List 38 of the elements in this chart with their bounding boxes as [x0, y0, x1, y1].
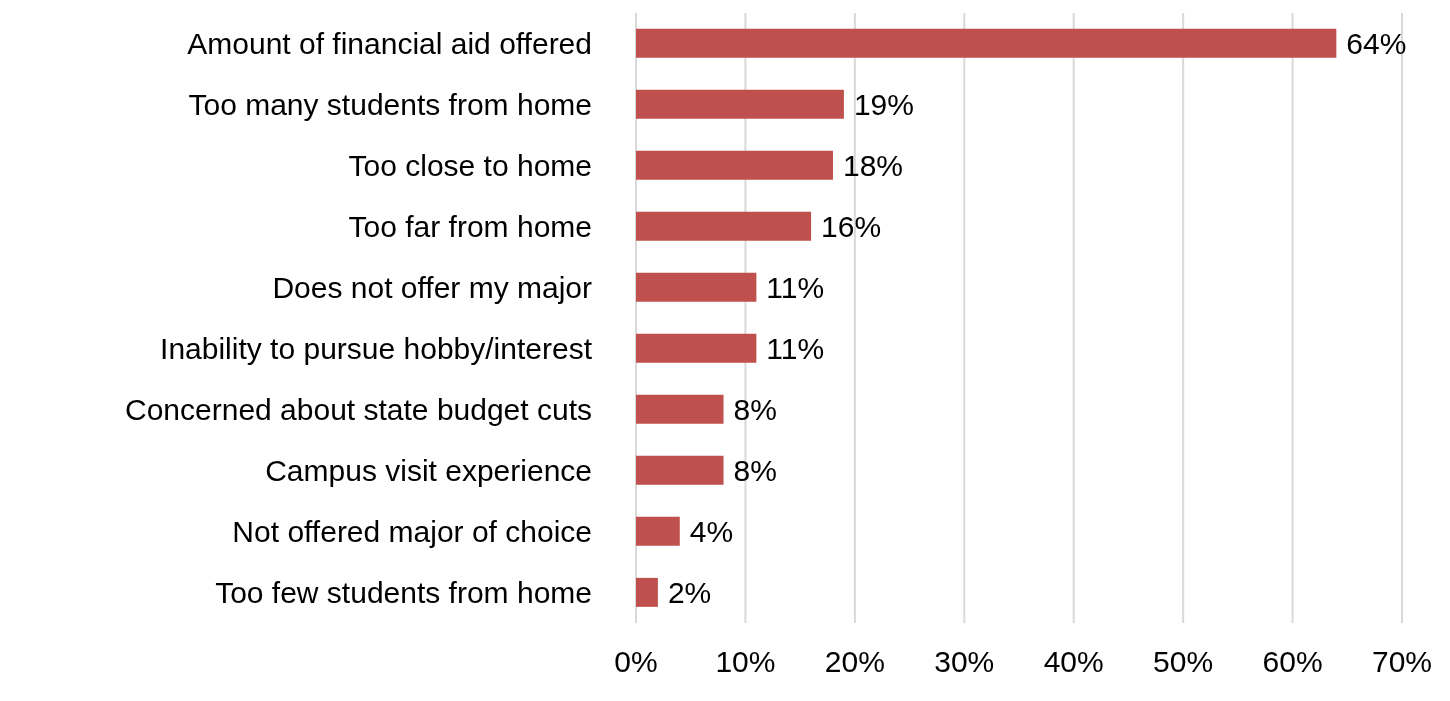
bar	[636, 272, 757, 302]
x-tick-label: 10%	[715, 645, 776, 679]
y-tick-label: Concerned about state budget cuts	[125, 393, 592, 427]
y-tick-label: Too far from home	[348, 210, 592, 244]
x-tick-label: 50%	[1153, 645, 1214, 679]
y-tick-label: Does not offer my major	[272, 271, 592, 305]
data-label: 16%	[821, 210, 882, 244]
data-label: 8%	[733, 393, 777, 427]
bar	[636, 455, 724, 485]
bar	[636, 150, 833, 180]
x-tick-label: 70%	[1371, 645, 1433, 679]
y-tick-label: Too few students from home	[215, 576, 592, 610]
data-label: 18%	[842, 149, 904, 183]
data-label: 4%	[689, 515, 734, 549]
y-tick-label: Not offered major of choice	[232, 515, 592, 549]
y-tick-label: Inability to pursue hobby/interest	[160, 332, 593, 366]
x-tick-label: 0%	[614, 645, 658, 679]
bar	[636, 28, 1337, 58]
data-label: 11%	[766, 271, 825, 305]
y-tick-label: Too many students from home	[188, 88, 592, 122]
data-label: 8%	[733, 454, 777, 488]
data-label: 64%	[1346, 27, 1407, 61]
x-tick-label: 20%	[824, 645, 885, 679]
y-tick-label: Too close to home	[348, 149, 592, 183]
data-label: 19%	[853, 88, 914, 122]
bar	[636, 394, 724, 424]
bar	[636, 211, 812, 241]
bar	[636, 333, 757, 363]
x-tick-label: 60%	[1262, 645, 1323, 679]
bar	[636, 577, 658, 607]
x-tick-label: 30%	[934, 645, 995, 679]
data-label: 11%	[766, 332, 825, 366]
data-label: 2%	[667, 576, 712, 610]
bar	[636, 89, 844, 119]
y-tick-label: Campus visit experience	[265, 454, 592, 488]
y-tick-label: Amount of financial aid offered	[187, 27, 592, 61]
bar	[636, 516, 680, 546]
x-tick-label: 40%	[1043, 645, 1104, 679]
